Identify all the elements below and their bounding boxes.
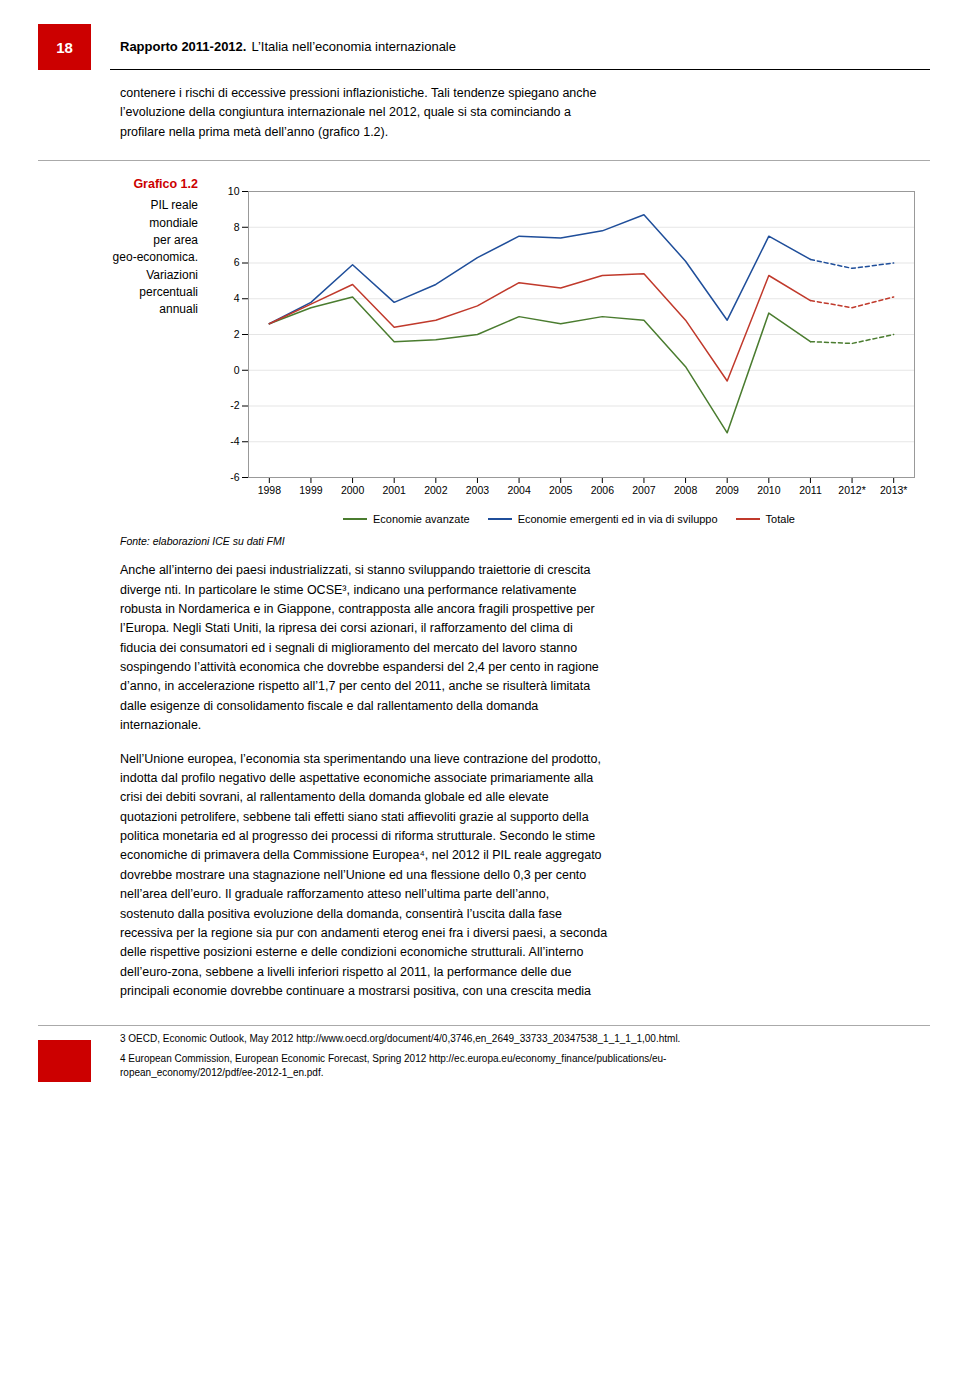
html-text:4 European Commission, Europea: 4 European Commission, European Economic…: [120, 1053, 667, 1079]
svg-text:2010: 2010: [757, 484, 781, 496]
svg-text:2009: 2009: [716, 484, 740, 496]
svg-text:8: 8: [234, 221, 240, 233]
html-text:Anche all’interno dei paesi in: Anche all’interno dei paesi industrializ…: [120, 563, 599, 733]
svg-text:10: 10: [228, 185, 240, 197]
svg-text:-6: -6: [230, 471, 239, 483]
html-text:Rapporto 2011-2012. L’Italia n: Rapporto 2011-2012. L’Italia nell’econom…: [120, 39, 456, 54]
svg-text:-4: -4: [230, 435, 239, 447]
svg-text:2012*: 2012*: [838, 484, 865, 496]
svg-text:2004: 2004: [507, 484, 531, 496]
html-text:Fonte: elaborazioni ICE su dat: Fonte: elaborazioni ICE su dati FMI: [120, 535, 285, 548]
svg-text:2008: 2008: [674, 484, 698, 496]
html-text:PIL reale mondiale per area ge: PIL reale mondiale per area geo-economic…: [112, 198, 198, 317]
html-text:Grafico 1.2: Grafico 1.2: [133, 177, 198, 192]
html-text:Economie emergenti ed in via d: Economie emergenti ed in via di sviluppo: [517, 513, 718, 526]
svg-text:2005: 2005: [549, 484, 573, 496]
svg-text:2006: 2006: [591, 484, 615, 496]
html-text:Economie avanzate: Economie avanzate: [373, 513, 470, 526]
svg-text:-2: -2: [230, 399, 239, 411]
svg-text:6: 6: [234, 256, 240, 268]
svg-text:2002: 2002: [424, 484, 448, 496]
html-text:18: 18: [56, 38, 73, 56]
svg-text:2: 2: [234, 328, 240, 340]
html-text:contenere i rischi di eccessiv: contenere i rischi di eccessive pression…: [120, 86, 597, 139]
svg-text:1998: 1998: [258, 484, 282, 496]
svg-text:0: 0: [234, 364, 240, 376]
svg-text:4: 4: [234, 292, 240, 304]
svg-text:1999: 1999: [299, 484, 323, 496]
svg-text:2011: 2011: [799, 484, 822, 496]
svg-text:2007: 2007: [632, 484, 656, 496]
svg-text:2001: 2001: [383, 484, 407, 496]
svg-text:2000: 2000: [341, 484, 365, 496]
html-text:Totale: Totale: [765, 513, 795, 526]
html-text:3 OECD, Economic Outlook, May: 3 OECD, Economic Outlook, May 2012 http:…: [120, 1033, 681, 1045]
html-text:Nell’Unione europea, l’economi: Nell’Unione europea, l’economia sta sper…: [120, 751, 608, 998]
svg-text:2003: 2003: [466, 484, 490, 496]
svg-text:2013*: 2013*: [880, 484, 907, 496]
